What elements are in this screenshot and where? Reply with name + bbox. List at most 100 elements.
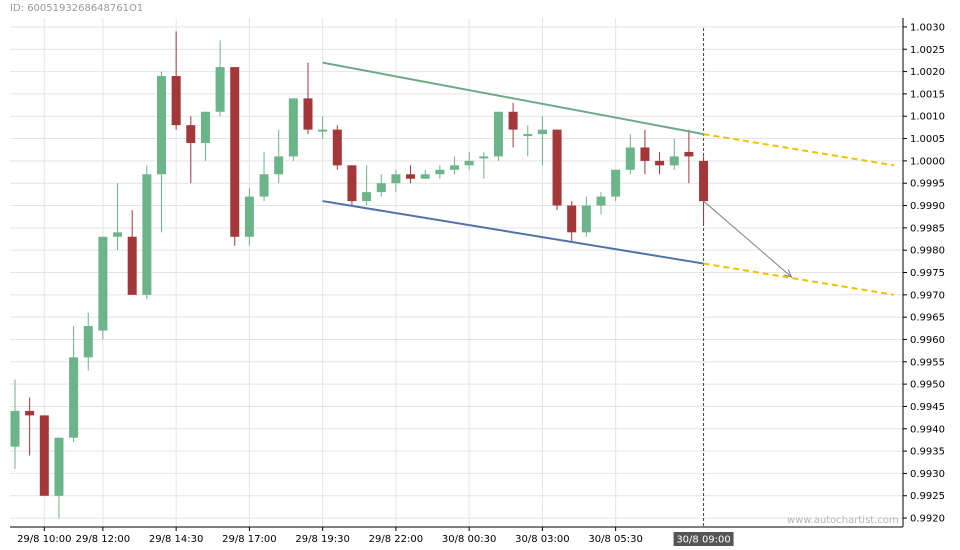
candle-body [10, 410, 20, 447]
candle-body [362, 192, 372, 202]
upper-trendline [322, 61, 704, 136]
candle-bear [552, 129, 562, 210]
candle-bull [244, 187, 254, 246]
lower-trendline [322, 200, 704, 265]
y-tick-label: 0.9975 [910, 268, 945, 279]
candle-bear [186, 116, 196, 184]
candle-body [450, 165, 459, 170]
candle-bear [25, 397, 35, 456]
y-tick-label: 0.9940 [910, 424, 945, 435]
candle-body [596, 196, 606, 206]
candle-body [83, 326, 93, 358]
y-tick-label: 0.9925 [910, 491, 945, 502]
candle-bear [127, 209, 137, 295]
candle-body [669, 156, 679, 166]
grid [10, 18, 903, 527]
candle-bull [523, 125, 533, 157]
y-tick-label: 1.0005 [910, 134, 945, 145]
candle-bull [98, 236, 108, 340]
candle-body [479, 156, 489, 159]
forecast-arrow-head [783, 269, 793, 278]
candle-body [406, 174, 416, 179]
y-tick-label: 0.9920 [910, 514, 945, 525]
candle-bull [493, 111, 503, 161]
candle-body [142, 174, 152, 295]
candle-body [127, 236, 137, 295]
y-tick-label: 0.9960 [910, 335, 945, 346]
candle-body [435, 169, 445, 175]
current-time-label-bg [673, 532, 734, 546]
candle-bull [318, 116, 328, 139]
x-tick-label: 29/8 10:00 [17, 534, 71, 545]
candle-bull [69, 326, 79, 443]
x-tick-label: 29/8 17:00 [222, 534, 276, 545]
candle-bear [699, 156, 709, 224]
candle-bear [39, 415, 49, 496]
candle-body [259, 174, 269, 197]
candle-bull [113, 183, 123, 251]
y-tick-label: 0.9995 [910, 179, 945, 190]
candle-bear [640, 129, 650, 175]
candle-body [508, 111, 518, 130]
y-tick-label: 0.9980 [910, 246, 945, 257]
candle-body [699, 160, 709, 202]
candle-body [303, 98, 313, 130]
candle-bull [581, 196, 591, 237]
candle-body [332, 129, 342, 166]
y-tick-label: 0.9990 [910, 201, 945, 212]
candle-bull [669, 138, 679, 170]
candle-body [230, 67, 240, 237]
candle-bear [303, 62, 313, 135]
candle-bear [332, 125, 342, 170]
candle-bull [376, 174, 386, 197]
candle-bear [347, 165, 357, 206]
y-tick-label: 1.0010 [910, 112, 945, 123]
candle-body [625, 147, 635, 170]
candle-bull [450, 156, 459, 175]
candle-bear [567, 201, 577, 242]
candle-body [611, 169, 621, 197]
candle-body [318, 129, 328, 132]
candles [10, 31, 709, 519]
candle-bull [435, 165, 445, 179]
candle-bull [259, 151, 269, 202]
candle-body [376, 183, 386, 193]
candle-body [200, 111, 210, 144]
y-tick-label: 1.0000 [910, 156, 945, 167]
y-tick-label: 0.9930 [910, 469, 945, 480]
candle-body [215, 67, 225, 112]
candle-bull [157, 71, 166, 233]
candle-bull [200, 111, 210, 161]
y-tick-label: 1.0015 [910, 89, 945, 100]
current-time-label: 30/8 09:00 [673, 532, 734, 546]
candle-bull [537, 116, 547, 166]
x-tick-label: 29/8 12:00 [76, 534, 130, 545]
candle-body [288, 98, 298, 157]
candle-body [274, 156, 284, 175]
y-tick-label: 0.9965 [910, 313, 945, 324]
candle-body [523, 134, 533, 137]
x-tick-label: 30/8 00:30 [442, 534, 496, 545]
y-tick-label: 0.9950 [910, 380, 945, 391]
candle-bull [142, 165, 152, 300]
candle-bull [274, 129, 284, 184]
candle-body [464, 160, 474, 166]
y-tick-label: 0.9955 [910, 357, 945, 368]
x-tick-label: 30/8 03:00 [515, 534, 569, 545]
y-tick-label: 0.9985 [910, 223, 945, 234]
candle-body [157, 76, 166, 175]
candle-body [25, 410, 35, 416]
candle-bull [596, 192, 606, 215]
candle-body [552, 129, 562, 206]
candle-bull [479, 151, 489, 179]
candle-bull [391, 169, 401, 193]
candle-bull [362, 165, 372, 206]
candle-bear [406, 165, 416, 184]
watermark: www.autochartist.com [787, 515, 899, 526]
candle-bull [288, 98, 298, 161]
candle-bull [215, 40, 225, 117]
candle-bull [54, 437, 64, 519]
candle-body [581, 205, 591, 233]
y-tick-label: 1.0025 [910, 45, 945, 56]
